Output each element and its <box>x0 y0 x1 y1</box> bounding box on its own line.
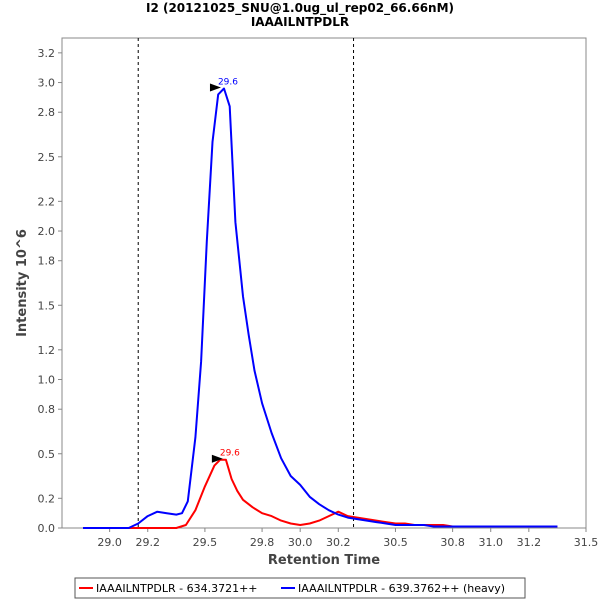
x-tick-label: 30.8 <box>440 536 465 549</box>
y-tick-label: 0.8 <box>38 403 56 416</box>
y-tick-label: 1.5 <box>38 299 56 312</box>
x-axis-ticks: 29.0 29.2 29.5 29.8 30.0 30.2 30.5 30.8 31.0 31.2… <box>97 528 598 549</box>
y-axis-ticks: 0.0 0.2 0.5 0.8 1.0 1.2 1.5 1.8 2.0 2.2 2.5 2.8 3.0 3… <box>38 47 62 535</box>
x-tick-label: 30.2 <box>326 536 351 549</box>
y-tick-label: 0.2 <box>38 492 56 505</box>
x-tick-label: 30.5 <box>383 536 408 549</box>
y-tick-label: 3.2 <box>38 47 56 60</box>
y-tick-label: 1.8 <box>38 255 56 268</box>
integration-boundaries <box>137 38 355 528</box>
y-axis-label: Intensity 10^6 <box>15 229 30 337</box>
x-tick-label: 29.0 <box>97 536 122 549</box>
chart-title: I2 (20121025_SNU@1.0ug_ul_rep02_66.66nM) <box>146 1 454 16</box>
y-tick-label: 1.0 <box>38 374 56 387</box>
x-tick-label: 30.0 <box>288 536 313 549</box>
series-lines <box>83 87 558 529</box>
y-tick-label: 0.5 <box>38 448 56 461</box>
x-tick-label: 31.5 <box>574 536 599 549</box>
y-tick-label: 2.2 <box>38 195 56 208</box>
x-axis-label: Retention Time <box>268 553 380 568</box>
y-tick-label: 3.0 <box>38 77 56 90</box>
x-tick-label: 29.2 <box>135 536 160 549</box>
y-tick-label: 2.5 <box>38 151 56 164</box>
y-tick-label: 0.0 <box>38 522 56 535</box>
peak-marker <box>211 454 223 463</box>
legend: IAAAILNTPDLR - 634.3721++ IAAAILNTPDLR -… <box>74 577 526 599</box>
plot-area <box>61 37 587 529</box>
peak-label: 29.6 <box>220 449 240 459</box>
x-tick-label: 31.0 <box>478 536 503 549</box>
peak-annotations: 29.6 29.6 <box>209 77 240 463</box>
legend-box <box>74 577 526 599</box>
x-tick-label: 29.5 <box>193 536 218 549</box>
chart-subtitle: IAAAILNTPDLR <box>251 15 349 29</box>
series-line-1 <box>83 87 558 529</box>
legend-label-light: IAAAILNTPDLR - 634.3721++ <box>96 582 258 595</box>
peak-label: 29.6 <box>218 77 238 87</box>
peak-marker <box>209 83 221 92</box>
legend-label-heavy: IAAAILNTPDLR - 639.3762++ (heavy) <box>298 582 505 595</box>
x-tick-label: 31.2 <box>517 536 542 549</box>
x-tick-label: 29.8 <box>250 536 275 549</box>
y-tick-label: 2.8 <box>38 106 56 119</box>
y-tick-label: 1.2 <box>38 344 56 357</box>
y-tick-label: 2.0 <box>38 225 56 238</box>
